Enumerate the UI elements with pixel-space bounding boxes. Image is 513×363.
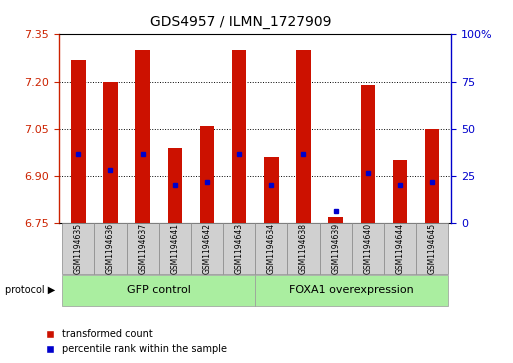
Text: protocol ▶: protocol ▶ xyxy=(5,285,55,295)
Bar xyxy=(135,50,150,223)
Bar xyxy=(191,223,223,274)
Text: GSM1194644: GSM1194644 xyxy=(396,223,404,274)
Bar xyxy=(62,275,255,306)
Bar xyxy=(393,160,407,223)
Bar xyxy=(255,275,448,306)
Bar xyxy=(352,223,384,274)
Bar xyxy=(416,223,448,274)
Bar xyxy=(103,82,117,223)
Text: GSM1194638: GSM1194638 xyxy=(299,223,308,274)
Bar xyxy=(94,223,127,274)
Text: GSM1194641: GSM1194641 xyxy=(170,223,180,274)
Bar xyxy=(328,217,343,223)
Bar xyxy=(361,85,375,223)
Text: GSM1194640: GSM1194640 xyxy=(363,223,372,274)
Bar xyxy=(62,223,94,274)
Bar xyxy=(200,126,214,223)
Bar xyxy=(264,157,279,223)
Bar xyxy=(168,148,182,223)
Bar xyxy=(71,60,86,223)
Text: GSM1194637: GSM1194637 xyxy=(138,223,147,274)
Bar xyxy=(127,223,159,274)
Text: GFP control: GFP control xyxy=(127,285,191,295)
Bar xyxy=(425,129,439,223)
Bar xyxy=(287,223,320,274)
Legend: transformed count, percentile rank within the sample: transformed count, percentile rank withi… xyxy=(41,326,231,358)
Text: GDS4957 / ILMN_1727909: GDS4957 / ILMN_1727909 xyxy=(150,15,332,29)
Bar xyxy=(384,223,416,274)
Text: GSM1194642: GSM1194642 xyxy=(203,223,211,274)
Bar xyxy=(232,50,246,223)
Text: GSM1194636: GSM1194636 xyxy=(106,223,115,274)
Bar xyxy=(223,223,255,274)
Text: GSM1194643: GSM1194643 xyxy=(234,223,244,274)
Bar xyxy=(296,50,311,223)
Bar xyxy=(320,223,352,274)
Text: GSM1194645: GSM1194645 xyxy=(428,223,437,274)
Text: GSM1194634: GSM1194634 xyxy=(267,223,276,274)
Text: FOXA1 overexpression: FOXA1 overexpression xyxy=(289,285,414,295)
Text: GSM1194639: GSM1194639 xyxy=(331,223,340,274)
Bar xyxy=(159,223,191,274)
Text: GSM1194635: GSM1194635 xyxy=(74,223,83,274)
Bar xyxy=(255,223,287,274)
